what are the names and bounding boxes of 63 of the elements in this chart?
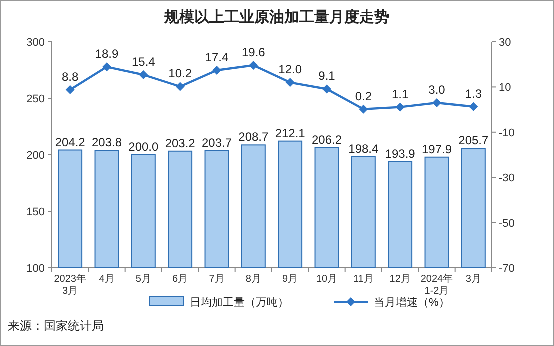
y2-tick-label: -30	[499, 172, 515, 185]
y-tick-label: 200	[26, 150, 45, 162]
point	[66, 85, 75, 94]
y2-tick-label: 30	[499, 37, 512, 49]
chart-title: 规模以上工业原油加工量月度走势	[164, 8, 390, 26]
point	[176, 82, 185, 92]
data-label: 18.9	[95, 47, 119, 62]
data-label: 206.2	[312, 132, 342, 147]
data-label: 203.7	[202, 136, 232, 150]
data-label: 203.8	[92, 136, 122, 150]
point	[396, 102, 405, 112]
x-tick-label: 7月	[209, 274, 225, 285]
point	[432, 98, 442, 108]
point	[359, 104, 368, 114]
y2-tick-label: -50	[499, 218, 515, 230]
x-tick-label: 8月	[246, 274, 262, 285]
data-label: 0.2	[355, 89, 372, 104]
source-note: 来源：国家统计局	[8, 319, 104, 333]
legend-label: 日均加工量（万吨）	[190, 296, 289, 309]
data-label: 10.2	[168, 66, 192, 81]
data-label: 19.6	[242, 46, 266, 60]
point	[322, 84, 332, 94]
data-label: 9.1	[318, 69, 336, 84]
point	[249, 61, 258, 70]
x-tick-label: 5月	[136, 274, 152, 285]
y2-tick-label: -10	[499, 127, 515, 140]
y-tick-label: 250	[26, 94, 45, 106]
legend-label: 当月增速（%）	[374, 296, 450, 309]
data-label: 12.0	[278, 62, 302, 77]
data-label: 193.9	[385, 146, 416, 161]
data-label: 197.9	[422, 142, 452, 156]
x-tick-label: 9月	[282, 274, 298, 285]
data-label: 8.8	[62, 70, 79, 84]
data-label: 200.0	[128, 140, 160, 154]
data-label: 1.1	[392, 87, 409, 102]
data-label: 208.7	[238, 130, 270, 144]
x-tick-label: 2024年 1-2月	[420, 273, 454, 297]
y2-tick-label: -70	[499, 263, 515, 275]
data-label: 1.3	[465, 86, 482, 101]
x-tick-label: 4月	[99, 274, 115, 285]
data-label: 204.2	[55, 135, 86, 150]
x-tick-label: 11月	[353, 274, 374, 285]
x-tick-label: 2023年 3月	[54, 273, 86, 297]
point	[139, 70, 148, 80]
point	[286, 78, 295, 88]
x-tick-label: 10月	[316, 274, 338, 285]
x-tick-label: 6月	[172, 274, 188, 285]
x-tick-label: 3月	[466, 274, 482, 285]
y2-tick-label: 10	[499, 82, 512, 94]
data-label: 17.4	[205, 50, 229, 64]
data-label: 203.2	[165, 136, 196, 150]
data-label: 198.4	[348, 142, 380, 156]
data-label: 205.7	[458, 134, 490, 148]
y-tick-label: 300	[26, 37, 45, 49]
point	[212, 66, 222, 75]
y-tick-label: 150	[26, 206, 45, 218]
data-label: 212.1	[275, 126, 306, 140]
data-label: 15.4	[132, 54, 156, 69]
x-tick-label: 12月	[390, 274, 411, 285]
data-label: 3.0	[428, 83, 446, 98]
point	[469, 102, 478, 112]
y-tick-label: 100	[26, 263, 45, 275]
point	[102, 62, 112, 72]
